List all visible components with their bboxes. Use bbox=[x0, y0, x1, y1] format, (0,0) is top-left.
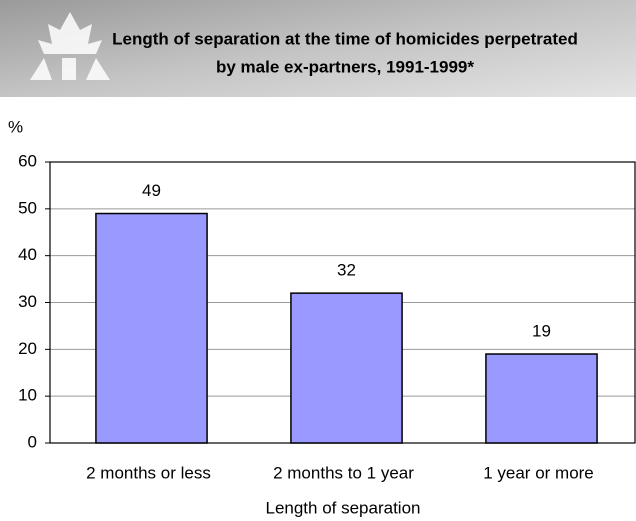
y-tick-label: 50 bbox=[18, 198, 37, 217]
x-tick-label: 1 year or more bbox=[483, 463, 594, 482]
bar bbox=[290, 292, 403, 444]
x-axis-label: Length of separation bbox=[265, 498, 420, 517]
chart-title: Length of separation at the time of homi… bbox=[112, 29, 578, 48]
y-tick-label: 10 bbox=[18, 386, 37, 405]
title-banner bbox=[0, 0, 636, 97]
logo bbox=[30, 12, 110, 80]
y-tick-label: 20 bbox=[18, 339, 37, 358]
y-tick-label: 60 bbox=[18, 151, 37, 170]
y-axis-label: % bbox=[8, 117, 23, 136]
x-tick-label: 2 months or less bbox=[86, 463, 211, 482]
bar bbox=[95, 212, 208, 444]
data-label: 32 bbox=[337, 261, 356, 280]
bar bbox=[485, 353, 598, 444]
y-tick-label: 0 bbox=[28, 432, 37, 451]
chart-title: by male ex-partners, 1991-1999* bbox=[216, 57, 474, 76]
data-label: 19 bbox=[532, 322, 551, 341]
data-label: 49 bbox=[142, 181, 161, 200]
x-tick-label: 2 months to 1 year bbox=[273, 463, 414, 482]
y-tick-label: 40 bbox=[18, 245, 37, 264]
y-tick-label: 30 bbox=[18, 292, 37, 311]
